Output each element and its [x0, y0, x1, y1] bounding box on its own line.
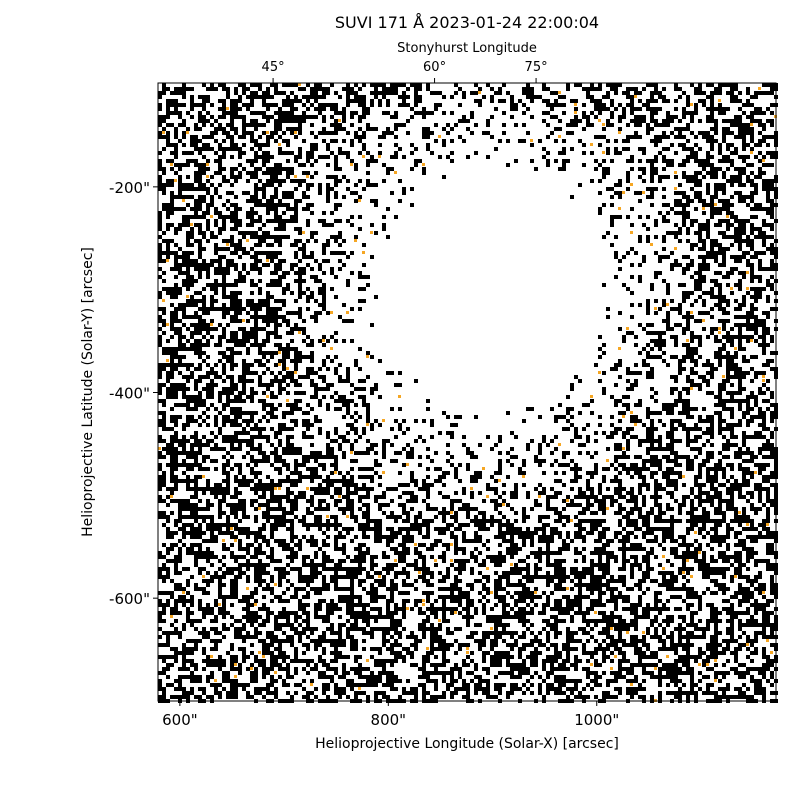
x2-tick-label: 60° — [423, 60, 446, 75]
x2-tick-label: 75° — [525, 60, 548, 75]
chart-title: SUVI 171 Å 2023-01-24 22:00:04 — [335, 13, 599, 32]
y-tick-label: -200" — [109, 179, 150, 197]
y-tick-label: -400" — [109, 385, 150, 403]
x2-axis-label: Stonyhurst Longitude — [397, 41, 537, 56]
axes-frame — [157, 82, 777, 702]
x-tick-label: 600" — [162, 711, 198, 729]
x-tick-label: 1000" — [574, 711, 619, 729]
y-axis-label: Helioprojective Latitude (Solar-Y) [arcs… — [80, 247, 96, 537]
y-tick-label: -600" — [109, 590, 150, 608]
x2-tick-label: 45° — [262, 60, 285, 75]
image-dark-pixels — [158, 83, 778, 703]
x-axis-label: Helioprojective Longitude (Solar-X) [arc… — [315, 736, 619, 752]
image — [158, 83, 778, 703]
x-tick-label: 800" — [371, 711, 407, 729]
